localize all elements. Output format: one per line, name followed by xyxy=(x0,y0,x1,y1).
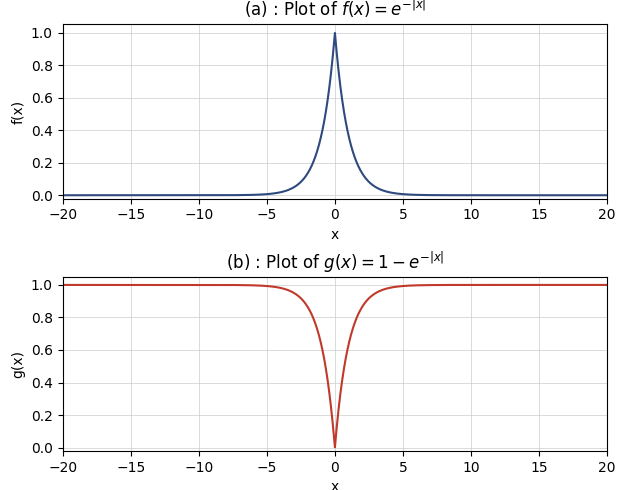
X-axis label: x: x xyxy=(331,228,339,242)
Y-axis label: g(x): g(x) xyxy=(11,350,25,378)
Y-axis label: f(x): f(x) xyxy=(11,99,25,123)
X-axis label: x: x xyxy=(331,480,339,490)
Title: (b) : Plot of $g(x) = 1 - e^{-|x|}$: (b) : Plot of $g(x) = 1 - e^{-|x|}$ xyxy=(225,249,444,275)
Title: (a) : Plot of $f(x) = e^{-|x|}$: (a) : Plot of $f(x) = e^{-|x|}$ xyxy=(244,0,426,21)
